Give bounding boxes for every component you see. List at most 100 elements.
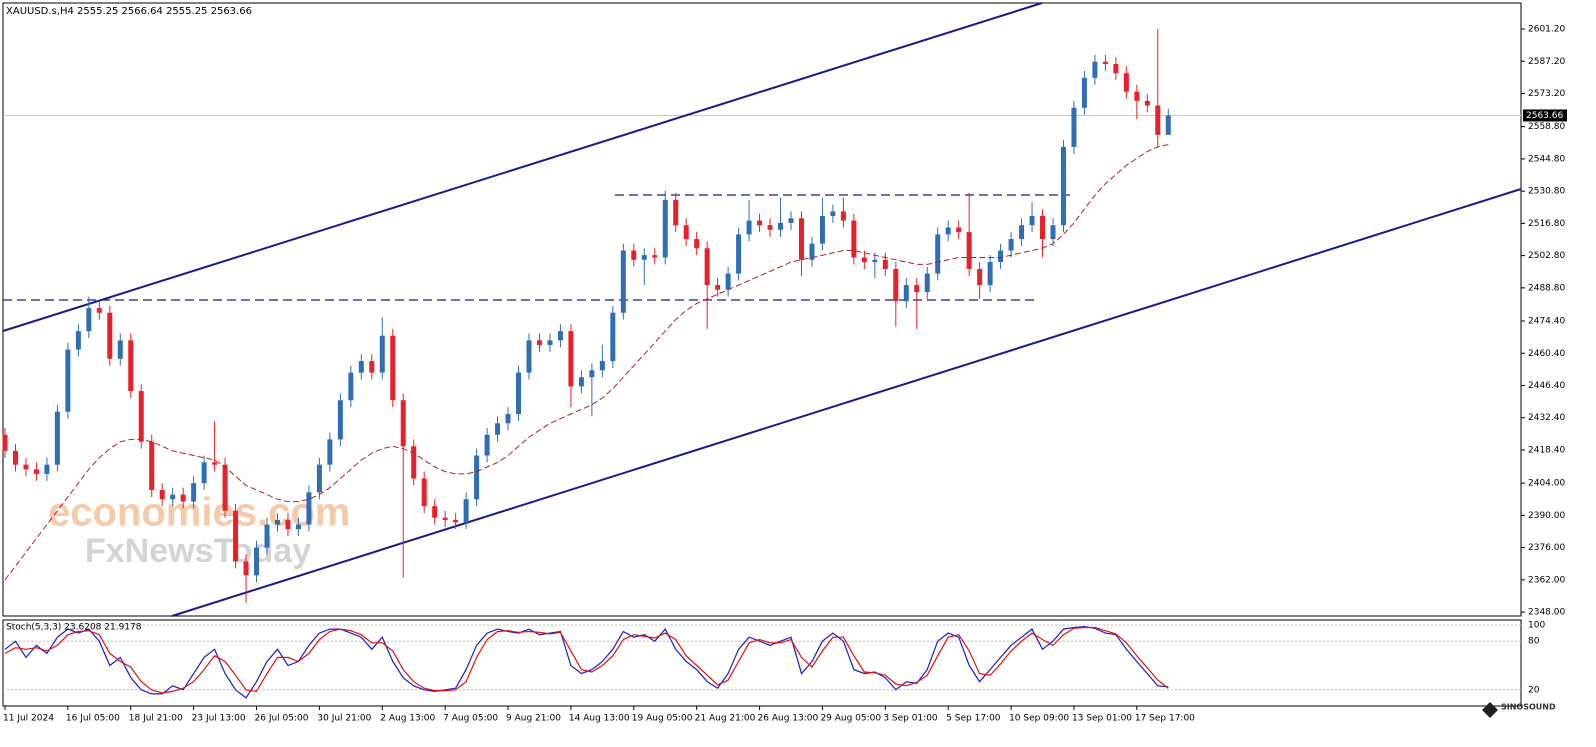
candle-body: [788, 218, 794, 223]
channel-upper: [2, 2, 1043, 332]
y-tick-label: 100: [1528, 621, 1545, 631]
candle-body: [725, 273, 731, 290]
watermark-text: economies.com: [48, 491, 350, 535]
grid-layer: [3, 28, 1525, 710]
candle-body: [977, 268, 983, 286]
candle-body: [180, 494, 186, 502]
candle-body: [966, 232, 972, 269]
y-tick-label: 2404.00: [1528, 479, 1565, 489]
x-tick-label: 23 Jul 13:00: [192, 714, 246, 724]
x-tick-label: 30 Jul 21:00: [317, 714, 371, 724]
y-tick-label: 2390.00: [1528, 511, 1565, 521]
candle-body: [390, 335, 396, 401]
candle-body: [736, 234, 742, 274]
x-tick-label: 14 Aug 13:00: [569, 714, 630, 724]
candle-body: [872, 259, 878, 263]
candle-body: [578, 377, 584, 387]
candle-body: [882, 259, 888, 269]
candle-body: [631, 250, 637, 260]
candle-body: [1019, 225, 1025, 240]
y-tick-label: 2488.80: [1528, 283, 1565, 293]
x-tick-label: 16 Jul 05:00: [66, 714, 120, 724]
candle-body: [1081, 77, 1087, 108]
candle-body: [12, 450, 18, 465]
candle-body: [1060, 146, 1066, 226]
x-tick-label: 21 Aug 21:00: [695, 714, 756, 724]
candle-body: [1165, 115, 1171, 135]
logo-text: SINOSOUND: [1501, 703, 1556, 712]
candle-body: [379, 335, 385, 373]
last-price-label: 2563.66: [1526, 111, 1563, 121]
y-tick-label: 2587.20: [1528, 57, 1565, 67]
candle-body: [75, 331, 81, 350]
candle-body: [1134, 91, 1140, 101]
y-tick-label: 2418.40: [1528, 445, 1565, 455]
candle-body: [295, 524, 301, 530]
candle-body: [819, 216, 825, 244]
y-tick-label: 2446.40: [1528, 381, 1565, 391]
candle-body: [1123, 73, 1129, 92]
candle-body: [358, 361, 364, 373]
candle-body: [421, 478, 427, 507]
watermark: economies.com FxNewsToday: [48, 491, 350, 570]
marks-layer: [2, 29, 1171, 699]
candle-body: [107, 312, 113, 359]
candle-body: [830, 211, 836, 217]
candle-body: [170, 494, 176, 500]
candle-body: [547, 340, 553, 345]
candle-body: [840, 211, 846, 221]
candle-body: [474, 455, 480, 500]
x-tick-label: 7 Aug 05:00: [443, 714, 498, 724]
candle-body: [348, 372, 354, 401]
y-tick-label: 20: [1528, 685, 1540, 695]
x-tick-label: 18 Jul 21:00: [129, 714, 183, 724]
y-tick-label: 2362.00: [1528, 575, 1565, 585]
candle-body: [44, 464, 50, 474]
channel-lower: [171, 188, 1522, 617]
candle-body: [264, 524, 270, 548]
candle-body: [316, 464, 322, 493]
candle-body: [704, 248, 710, 286]
candle-body: [516, 372, 522, 415]
y-tick-label: 2530.80: [1528, 187, 1565, 197]
candle-body: [809, 243, 815, 260]
y-tick-label: 2573.20: [1528, 89, 1565, 99]
candle-body: [453, 519, 459, 523]
y-tick-label: 2376.00: [1528, 543, 1565, 553]
x-tick-label: 2 Aug 13:00: [380, 714, 435, 724]
candle-body: [274, 519, 280, 525]
candle-body: [610, 312, 616, 362]
candle-body: [2, 434, 8, 451]
last-price-box: [1523, 109, 1567, 122]
y-tick-label: 2502.80: [1528, 251, 1565, 261]
candle-body: [243, 561, 249, 576]
candle-body: [400, 400, 406, 447]
candle-body: [23, 464, 29, 470]
candle-body: [641, 255, 647, 260]
candle-body: [1071, 107, 1077, 147]
candle-body: [191, 483, 197, 502]
candle-body: [903, 285, 909, 302]
x-tick-label: 19 Aug 05:00: [632, 714, 693, 724]
candle-body: [442, 517, 448, 520]
candle-body: [1008, 239, 1014, 251]
candle-body: [935, 234, 941, 274]
stoch-pane-frame: [2, 619, 1522, 707]
candle-body: [463, 499, 469, 523]
drawings: [2, 2, 1522, 617]
y-tick-label: 2432.40: [1528, 413, 1565, 423]
candle-body: [767, 225, 773, 230]
candle-body: [798, 218, 804, 260]
candle-body: [1102, 61, 1108, 65]
chart-title: XAUUSD.s,H4 2555.25 2566.64 2555.25 2563…: [6, 6, 252, 17]
x-tick-label: 26 Jul 05:00: [255, 714, 309, 724]
x-tick-label: 11 Jul 2024: [3, 714, 54, 724]
candle-body: [337, 400, 343, 440]
candle-body: [851, 220, 857, 258]
candle-body: [285, 519, 291, 530]
candle-body: [212, 462, 218, 465]
candle-body: [694, 239, 700, 249]
candle-body: [861, 257, 867, 263]
y-tick-label: 2348.00: [1528, 608, 1565, 618]
